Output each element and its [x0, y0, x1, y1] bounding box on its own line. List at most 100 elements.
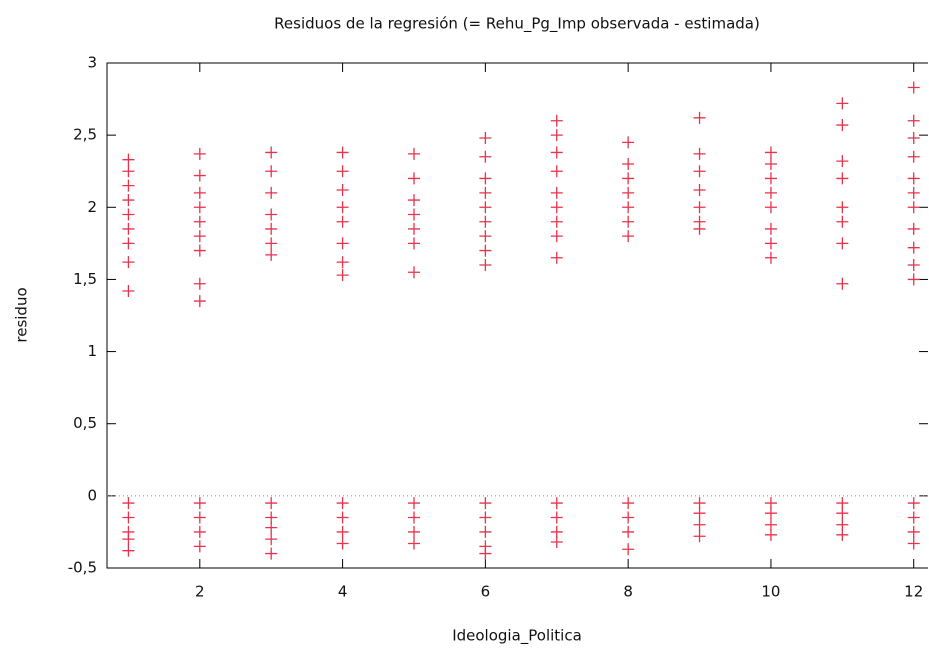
point	[336, 511, 349, 524]
point	[622, 201, 635, 214]
point	[193, 295, 206, 308]
point	[764, 201, 777, 214]
y-tick-label: 1	[87, 342, 97, 360]
point	[836, 277, 849, 290]
point	[193, 186, 206, 199]
point	[907, 537, 920, 550]
x-tick-label: 4	[338, 583, 348, 601]
point	[622, 158, 635, 170]
point	[336, 269, 349, 282]
point	[479, 525, 492, 538]
point	[907, 222, 920, 235]
chart-title: Residuos de la regresión (= Rehu_Pg_Imp …	[274, 15, 760, 34]
point	[836, 497, 849, 510]
point	[693, 497, 706, 510]
point	[336, 215, 349, 228]
point	[407, 266, 420, 279]
point	[479, 150, 492, 163]
point	[693, 201, 706, 214]
point	[836, 97, 849, 110]
point	[479, 230, 492, 243]
point	[836, 215, 849, 228]
point	[693, 111, 706, 124]
point	[407, 525, 420, 538]
point	[907, 150, 920, 163]
point	[907, 511, 920, 524]
point	[764, 497, 777, 510]
point	[265, 186, 278, 199]
point	[193, 230, 206, 243]
point	[764, 518, 777, 531]
point	[265, 146, 278, 159]
point	[550, 230, 563, 243]
point	[407, 208, 420, 221]
point	[907, 132, 920, 145]
point	[622, 230, 635, 243]
point	[907, 81, 920, 94]
point	[693, 165, 706, 178]
point	[622, 172, 635, 185]
point	[407, 237, 420, 250]
point	[479, 186, 492, 199]
point	[407, 147, 420, 160]
point	[550, 186, 563, 199]
point	[122, 533, 135, 546]
point	[479, 497, 492, 510]
x-tick-label: 10	[761, 583, 780, 601]
point	[550, 536, 563, 549]
point	[764, 172, 777, 185]
point	[122, 179, 135, 192]
point	[193, 201, 206, 214]
point	[907, 241, 920, 254]
point	[836, 172, 849, 185]
point	[479, 201, 492, 214]
point	[193, 525, 206, 538]
point	[336, 165, 349, 178]
point	[122, 497, 135, 510]
point	[122, 511, 135, 524]
point	[907, 172, 920, 185]
point	[550, 201, 563, 214]
point	[122, 165, 135, 178]
point	[336, 237, 349, 250]
point	[122, 194, 135, 207]
point	[122, 208, 135, 221]
point	[122, 284, 135, 297]
point	[907, 273, 920, 286]
plot-frame	[106, 62, 928, 569]
point	[550, 525, 563, 538]
point	[836, 201, 849, 214]
y-tick-label: 2,5	[73, 126, 97, 144]
x-tick-label: 2	[195, 583, 205, 601]
point	[479, 244, 492, 257]
point	[265, 547, 278, 560]
point	[336, 537, 349, 550]
point	[265, 511, 278, 524]
point	[764, 146, 777, 159]
point	[122, 544, 135, 557]
point	[764, 237, 777, 250]
point	[336, 497, 349, 510]
point	[550, 251, 563, 264]
point	[764, 222, 777, 235]
point	[407, 172, 420, 185]
point	[265, 248, 278, 261]
point	[193, 511, 206, 524]
y-tick-label: 1,5	[73, 270, 97, 288]
point	[550, 129, 563, 142]
point	[764, 158, 777, 170]
point	[336, 256, 349, 269]
point	[693, 222, 706, 235]
point	[622, 511, 635, 524]
point	[407, 194, 420, 207]
point	[836, 237, 849, 250]
point	[407, 537, 420, 550]
point	[550, 165, 563, 178]
point	[265, 165, 278, 178]
x-tick-label: 12	[904, 583, 923, 601]
x-tick-label: 6	[481, 583, 491, 601]
point	[836, 119, 849, 132]
y-axis-label: residuo	[13, 287, 31, 342]
point	[693, 147, 706, 160]
